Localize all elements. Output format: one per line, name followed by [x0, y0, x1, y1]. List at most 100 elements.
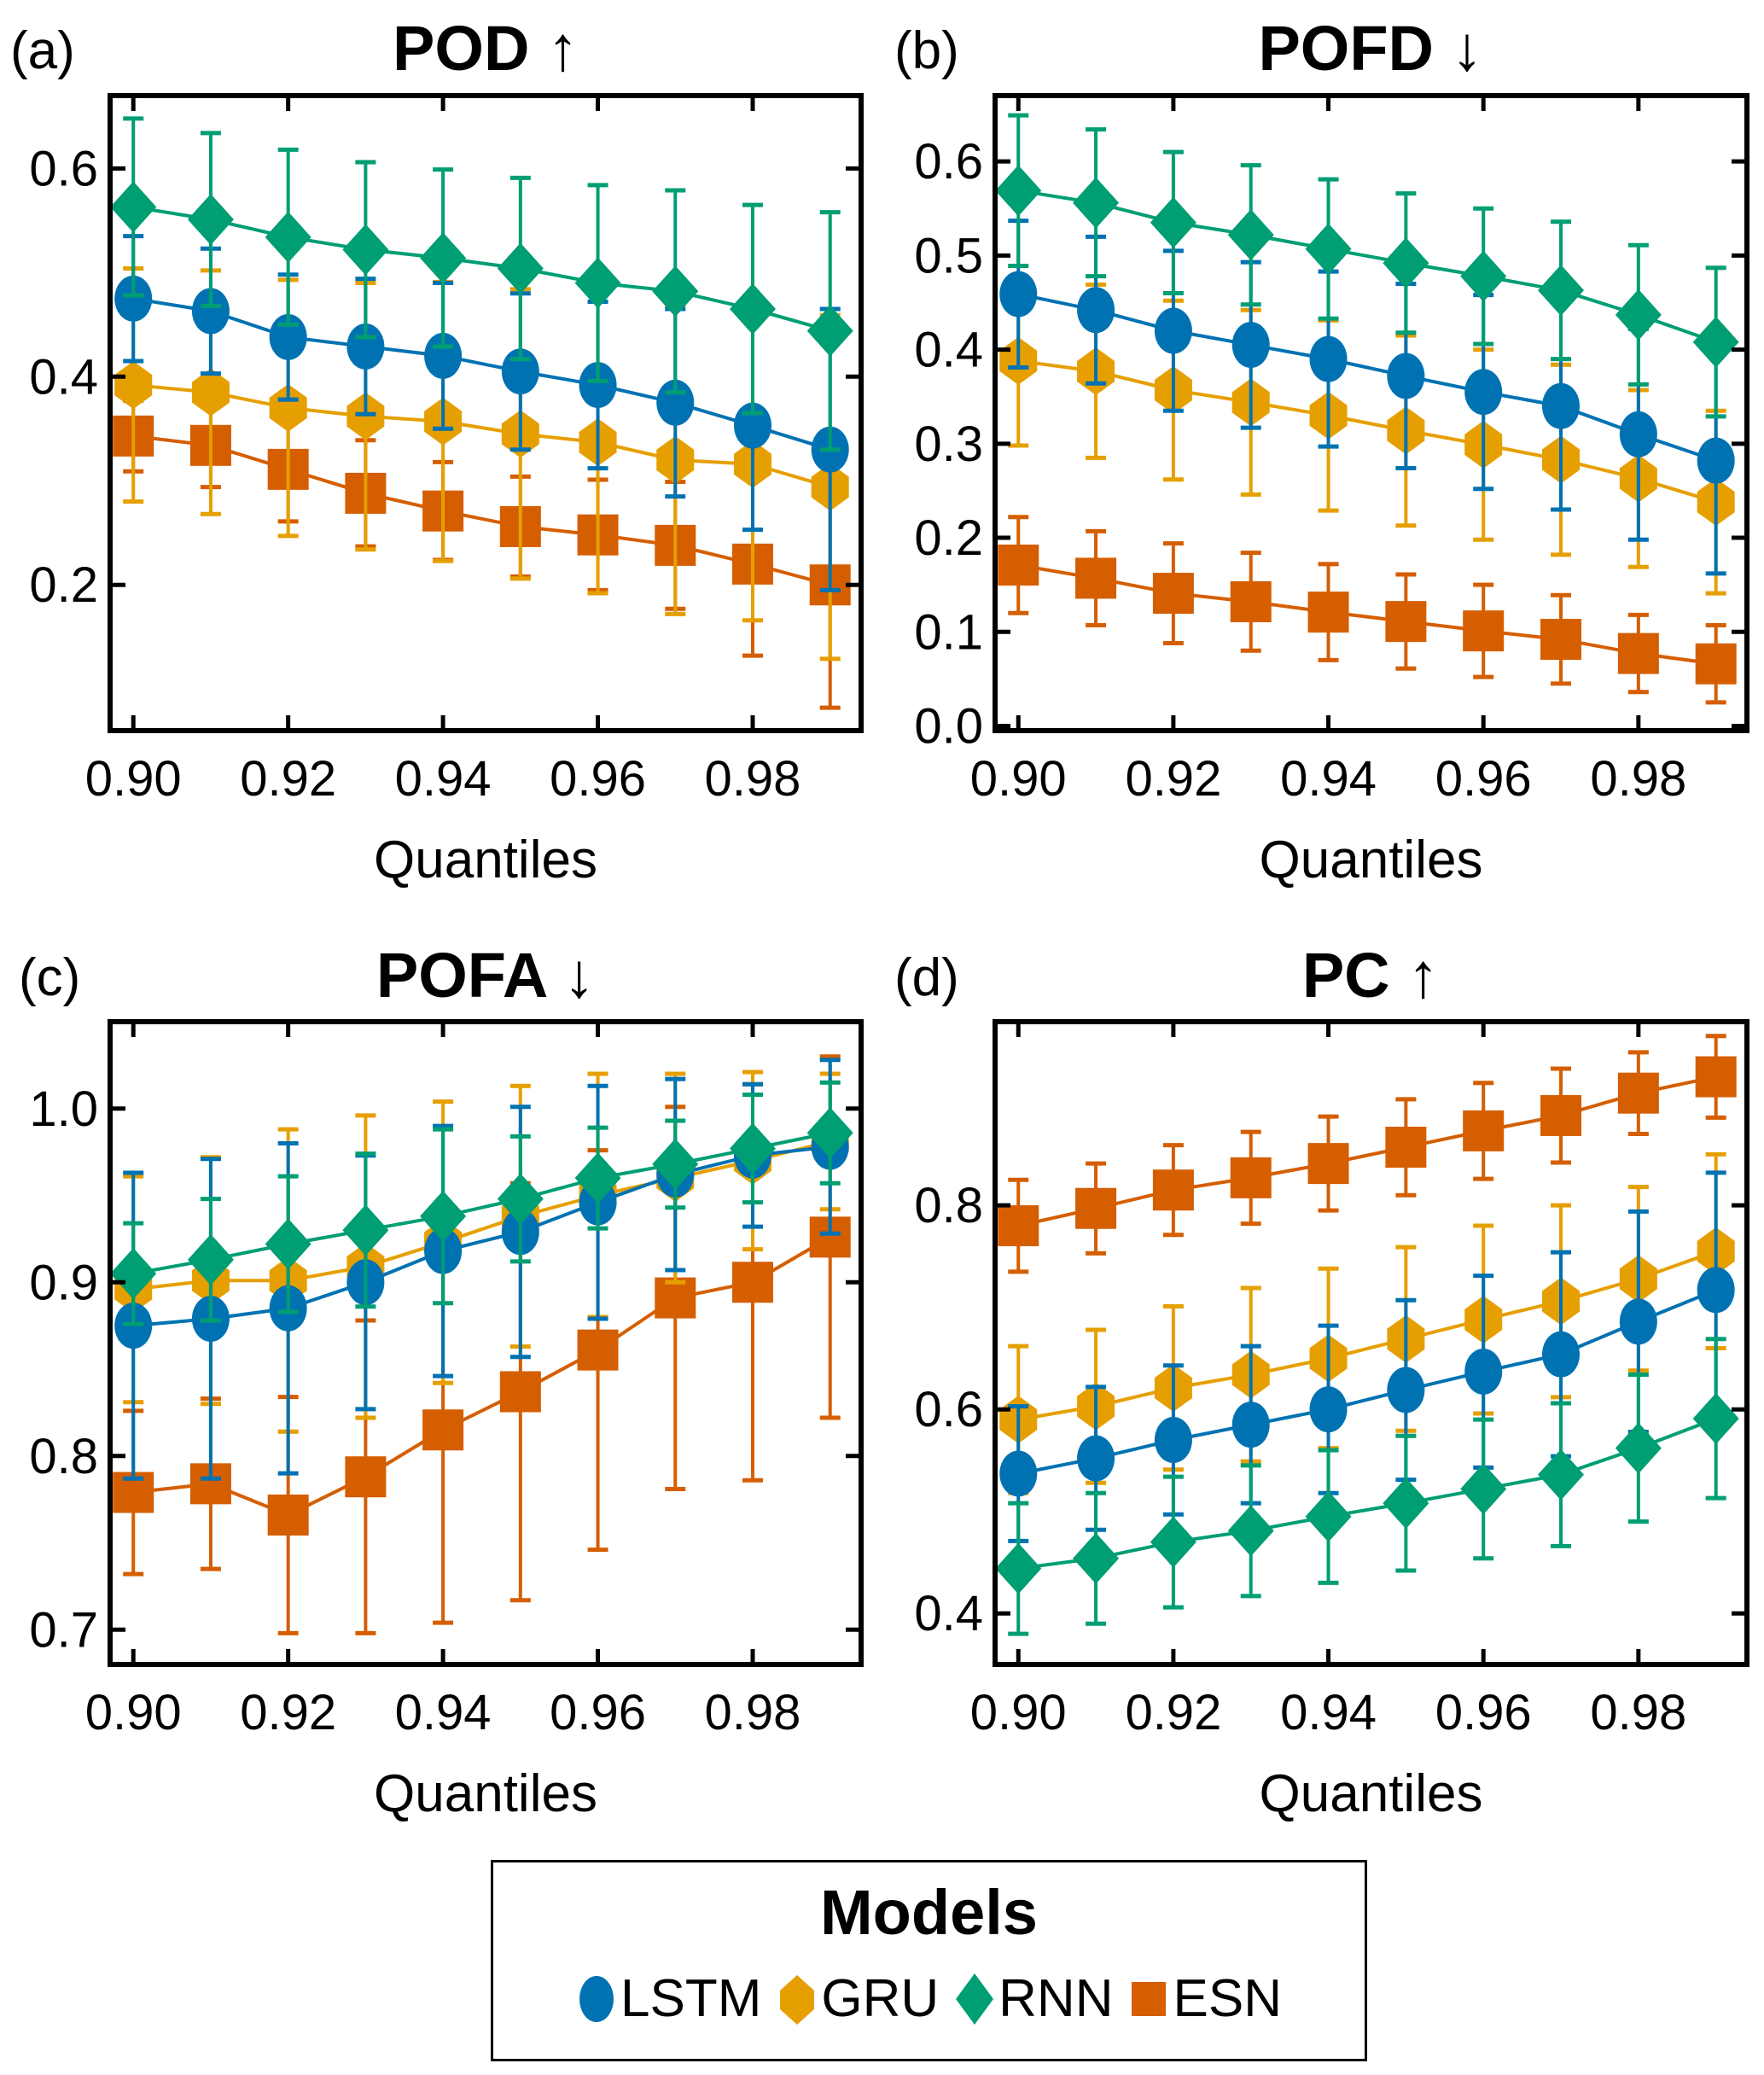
circle-marker: [1464, 369, 1503, 416]
axes-frame: [993, 1019, 1749, 1667]
square-marker: [1540, 619, 1582, 661]
series-line: [1017, 358, 1717, 504]
square-marker: [1385, 601, 1427, 643]
y-tick-label: 0.5: [914, 228, 983, 283]
y-tick-label: 0.7: [29, 1602, 98, 1658]
square-marker: [1230, 580, 1272, 622]
diamond-marker: [420, 232, 467, 284]
diamond-marker: [110, 1248, 157, 1300]
diamond-marker: [806, 305, 853, 357]
circle-marker: [1542, 382, 1581, 429]
diamond-marker: [574, 1152, 621, 1204]
diamond-marker: [574, 257, 621, 309]
x-tick-label: 0.96: [1435, 1685, 1532, 1740]
panel-b: (b) POFD ↓ 0.90 0.92 0.94 0.96 0.98 0.0 0.1 0.2 0.…: [894, 13, 1749, 889]
diamond-marker: [187, 194, 234, 246]
panel-a: (a) POD ↑ 0.90 0.92 0.94 0.96 0.98 0.2 0.4 0.6 Qua…: [10, 13, 864, 889]
square-marker: [998, 545, 1039, 586]
diamond-marker: [110, 181, 157, 233]
diamond-marker: [995, 165, 1042, 217]
circle-marker: [1464, 1348, 1503, 1395]
axes-frame: [993, 93, 1749, 733]
y-tick-label: 0.2: [29, 557, 98, 613]
diamond-marker: [1692, 1392, 1739, 1444]
square-marker: [1463, 1110, 1505, 1151]
hexagon-marker: [269, 383, 307, 432]
square-marker: [1695, 643, 1737, 685]
y-tick-label: 0.4: [914, 323, 983, 378]
x-tick-label: 0.90: [970, 751, 1067, 807]
series-line: [1017, 1075, 1717, 1227]
circle-marker: [579, 362, 617, 409]
diamond-marker: [729, 283, 776, 335]
x-tick-label: 0.98: [1590, 1685, 1686, 1740]
diamond-marker: [1383, 1478, 1429, 1530]
square-marker: [998, 1205, 1039, 1247]
x-tick-label: 0.94: [1280, 751, 1377, 807]
legend-label: ESN: [1173, 1969, 1282, 2028]
x-tick-label: 0.92: [1125, 1685, 1221, 1740]
circle-marker: [1231, 1402, 1270, 1448]
diamond-marker: [1692, 316, 1739, 368]
diamond-marker: [342, 224, 389, 276]
diamond-marker: [265, 211, 311, 263]
legend: Models LSTM GRU RNN ESN: [491, 1860, 1367, 2061]
diamond-marker: [995, 1542, 1042, 1594]
square-marker: [1617, 1072, 1659, 1114]
x-tick-label: 0.90: [85, 751, 182, 807]
series-line: [132, 1131, 831, 1276]
series-rnn: [110, 116, 853, 452]
square-marker: [731, 1262, 773, 1303]
square-marker: [1385, 1127, 1427, 1169]
panel-title: POD ↑: [393, 13, 579, 84]
diamond-marker: [497, 242, 544, 294]
legend-item-gru: GRU: [777, 1972, 939, 2026]
circle-marker: [191, 288, 230, 335]
panel-title: POFD ↓: [1258, 13, 1482, 84]
series-line: [1017, 1417, 1717, 1571]
series-esn: [113, 398, 851, 710]
axes-frame: [108, 1019, 864, 1667]
y-tick-label: 0.8: [29, 1429, 98, 1484]
diamond-marker: [1305, 223, 1352, 275]
diamond-marker: [1073, 177, 1120, 229]
circle-marker: [1231, 322, 1270, 369]
circle-marker: [1154, 1417, 1192, 1464]
square-marker: [267, 1494, 309, 1536]
panel-label: (c): [19, 948, 80, 1007]
panel-d: (d) PC ↑ 0.90 0.92 0.94 0.96 0.98 0.4 0.6 0.8 Quan…: [894, 940, 1749, 1823]
panel-label: (d): [894, 948, 959, 1007]
plot-area: [110, 116, 853, 710]
square-marker: [1152, 1169, 1194, 1211]
diamond-marker: [1383, 237, 1429, 289]
x-tick-label: 0.90: [85, 1685, 182, 1740]
series-line: [1017, 292, 1717, 463]
y-tick-label: 0.6: [914, 134, 983, 189]
x-tick-label: 0.92: [240, 1685, 336, 1740]
diamond-marker: [1538, 265, 1585, 317]
circle-marker: [1077, 287, 1115, 334]
series-rnn: [995, 1337, 1739, 1636]
x-tick-label: 0.96: [1435, 751, 1532, 807]
circle-marker: [1697, 437, 1735, 484]
square-marker: [422, 1409, 464, 1451]
square-marker: [1540, 1094, 1582, 1136]
diamond-marker: [420, 1190, 467, 1242]
y-tick-label: 0.9: [29, 1255, 98, 1310]
circle-marker: [999, 271, 1038, 318]
series-line: [132, 1140, 831, 1291]
panel-label: (b): [894, 21, 959, 80]
y-tick-label: 0.4: [29, 349, 98, 405]
legend-label: LSTM: [620, 1969, 762, 2028]
x-axis-label: Quantiles: [374, 1764, 597, 1823]
x-tick-label: 0.90: [970, 1685, 1067, 1740]
circle-marker: [114, 275, 153, 322]
y-tick-label: 0.6: [29, 141, 98, 196]
legend-label: RNN: [998, 1969, 1114, 2028]
x-tick-label: 0.98: [1590, 751, 1686, 807]
series-line: [133, 383, 831, 489]
square-marker: [1152, 573, 1194, 615]
y-tick-label: 0.8: [914, 1178, 983, 1233]
series-line: [132, 205, 831, 333]
